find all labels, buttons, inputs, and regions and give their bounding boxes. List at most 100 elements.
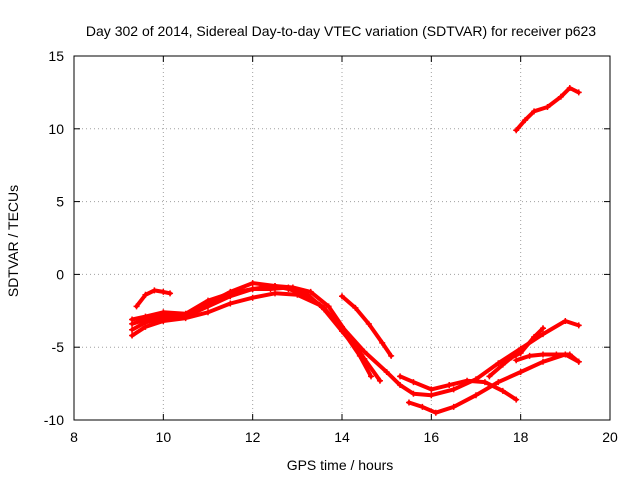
data-point	[406, 399, 412, 406]
y-tick-label: 0	[56, 266, 64, 282]
series-track-11	[513, 85, 582, 134]
series-track-10	[513, 351, 582, 365]
series-track-7	[397, 373, 520, 403]
series-track-4	[129, 280, 375, 380]
series-track-1	[133, 287, 174, 310]
data-point	[481, 379, 488, 386]
y-axis-label: SDTVAR / TECUs	[5, 185, 21, 297]
data-point	[553, 351, 560, 358]
data-point	[517, 350, 524, 357]
data-point	[227, 300, 234, 307]
data-point	[160, 288, 167, 295]
data-point	[321, 306, 328, 313]
data-point	[379, 339, 386, 346]
data-point	[450, 386, 457, 393]
data-point	[410, 390, 417, 397]
x-tick-label: 14	[334, 429, 350, 445]
x-tick-label: 16	[424, 429, 440, 445]
data-point	[495, 360, 502, 367]
data-point	[160, 309, 167, 316]
grid-layer	[74, 56, 610, 420]
data-point	[365, 320, 372, 327]
data-point	[513, 396, 520, 403]
data-point	[267, 285, 274, 292]
x-tick-label: 10	[156, 429, 172, 445]
y-tick-label: -5	[52, 339, 65, 355]
data-point	[356, 352, 363, 359]
data-point	[450, 403, 457, 410]
data-point	[566, 351, 573, 358]
x-axis-label: GPS time / hours	[287, 457, 394, 473]
data-point	[142, 313, 149, 320]
data-point	[419, 403, 426, 410]
chart-title: Day 302 of 2014, Sidereal Day-to-day VTE…	[86, 23, 596, 39]
data-point	[368, 373, 375, 380]
data-point	[410, 379, 417, 386]
data-point	[517, 368, 524, 375]
data-point	[205, 309, 211, 316]
data-point	[133, 303, 140, 310]
data-point	[129, 316, 136, 323]
data-point	[339, 293, 345, 300]
data-point	[540, 325, 546, 332]
data-point	[464, 377, 471, 384]
data-point	[566, 85, 573, 92]
data-point	[339, 328, 345, 335]
data-point	[397, 382, 404, 389]
data-point	[499, 387, 506, 394]
data-point	[495, 379, 502, 386]
data-point	[307, 288, 314, 295]
y-tick-label: 10	[48, 121, 64, 137]
series-track-9	[486, 325, 546, 380]
data-point	[272, 290, 278, 297]
x-tick-label: 18	[513, 429, 529, 445]
y-tick-label: 5	[56, 194, 64, 210]
data-point	[562, 317, 569, 324]
data-point	[142, 291, 149, 298]
data-point	[388, 352, 395, 359]
data-point	[182, 310, 189, 317]
data-point	[513, 127, 520, 134]
data-point	[205, 297, 211, 304]
plot-frame	[73, 55, 611, 421]
tick-label-layer: 8 10 12 14 16 18 20 -10 -5 0 5 10 15	[44, 48, 618, 445]
data-point	[544, 103, 551, 110]
data-point	[432, 409, 439, 416]
data-point	[249, 294, 256, 301]
data-point	[249, 285, 256, 292]
x-tick-label: 12	[245, 429, 261, 445]
series-track-8	[406, 351, 582, 416]
series-line	[398, 374, 519, 402]
data-point	[575, 322, 582, 329]
data-point	[397, 373, 404, 380]
data-point	[540, 358, 546, 365]
tick-layer	[73, 55, 611, 421]
y-tick-label: 15	[48, 48, 64, 64]
data-point	[249, 280, 256, 287]
data-point	[513, 357, 520, 364]
series-layer	[129, 85, 582, 416]
data-point	[352, 344, 359, 351]
data-point	[129, 332, 136, 339]
x-tick-label: 20	[602, 429, 618, 445]
data-point	[129, 326, 136, 333]
series-track-5	[129, 284, 359, 351]
data-point	[522, 117, 529, 124]
series-track-2	[129, 290, 582, 399]
series-line	[407, 352, 581, 415]
data-point	[540, 351, 546, 358]
data-point	[486, 373, 493, 380]
data-point	[526, 352, 533, 359]
series-line	[487, 326, 545, 379]
data-point	[499, 361, 506, 368]
data-point	[376, 377, 383, 384]
y-tick-label: -10	[44, 412, 64, 428]
data-point	[325, 303, 332, 310]
data-point	[352, 304, 359, 311]
data-point	[361, 348, 368, 355]
data-point	[428, 392, 435, 399]
data-point	[446, 382, 453, 389]
data-point	[303, 290, 310, 297]
data-point	[575, 358, 582, 365]
